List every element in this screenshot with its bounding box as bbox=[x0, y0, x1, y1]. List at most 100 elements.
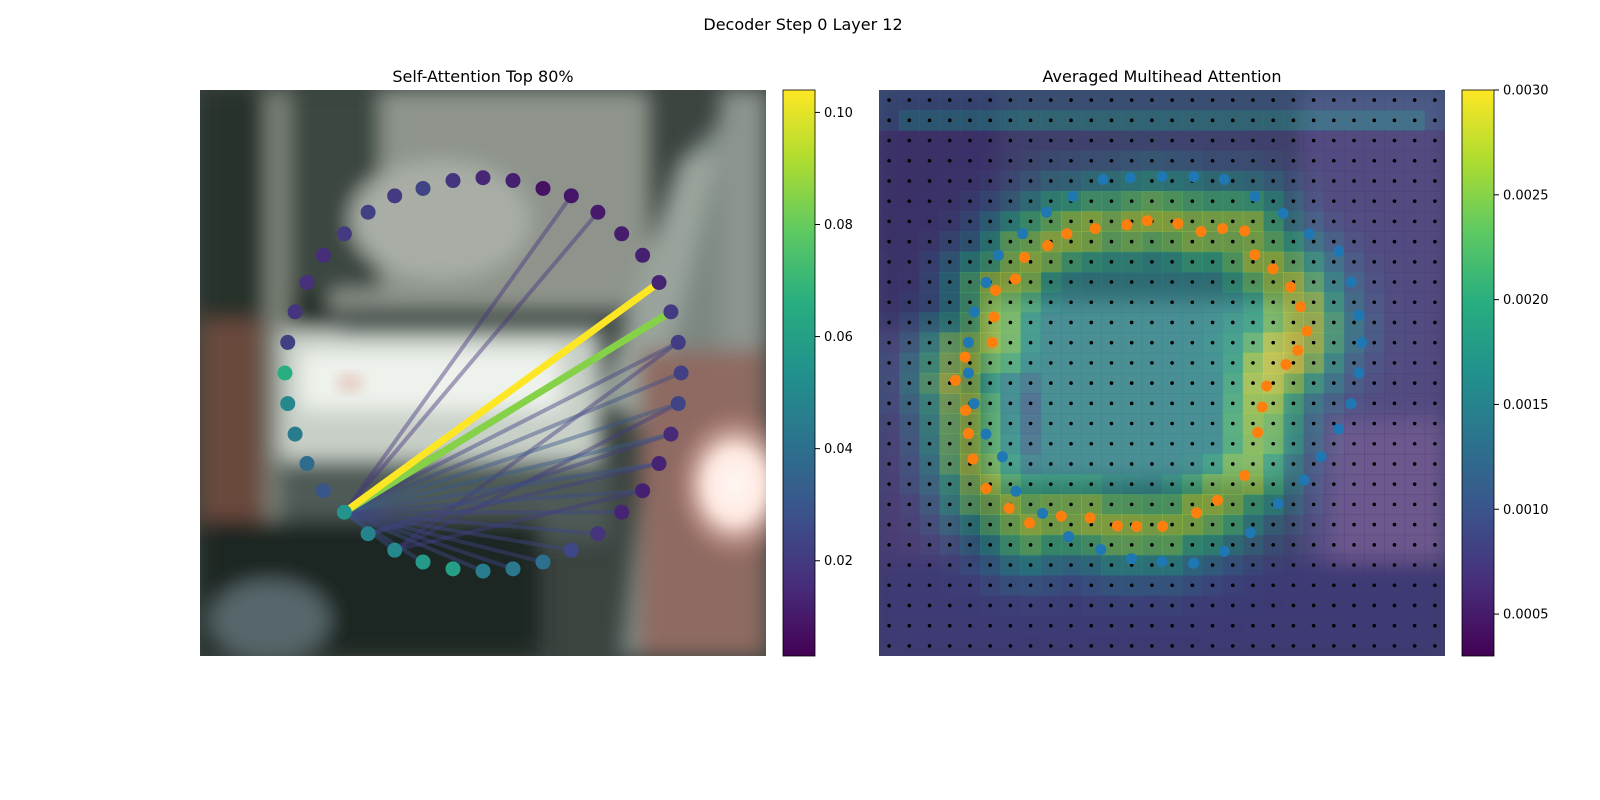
grid-dot bbox=[1332, 563, 1336, 567]
grid-dot bbox=[1332, 502, 1336, 507]
grid-dot bbox=[1008, 462, 1013, 466]
grid-dot bbox=[1089, 644, 1094, 648]
grid-dot bbox=[1069, 98, 1073, 102]
grid-dot bbox=[1332, 300, 1336, 305]
attention-node bbox=[315, 483, 331, 499]
grid-dot bbox=[1230, 98, 1235, 102]
grid-dot bbox=[1049, 522, 1053, 527]
grid-dot bbox=[1352, 300, 1356, 305]
blue-point bbox=[980, 276, 992, 288]
grid-dot bbox=[1190, 320, 1195, 325]
grid-dot bbox=[1210, 138, 1215, 143]
attention-node bbox=[287, 304, 303, 320]
grid-dot bbox=[1392, 522, 1397, 527]
grid-dot bbox=[1049, 563, 1053, 567]
blue-point bbox=[1298, 474, 1310, 486]
grid-dot bbox=[947, 603, 952, 608]
grid-dot bbox=[1210, 603, 1215, 608]
grid-dot bbox=[947, 320, 952, 325]
grid-dot bbox=[1251, 563, 1255, 567]
grid-dot bbox=[1352, 381, 1356, 385]
grid-dot bbox=[1251, 280, 1255, 284]
grid-dot bbox=[1109, 320, 1114, 325]
grid-dot bbox=[947, 482, 952, 486]
grid-dot bbox=[1392, 260, 1397, 264]
grid-dot bbox=[887, 482, 891, 486]
grid-dot bbox=[907, 320, 912, 325]
grid-dot bbox=[1291, 482, 1296, 486]
grid-dot bbox=[1109, 118, 1114, 123]
grid-dot bbox=[1049, 441, 1053, 446]
grid-dot bbox=[1109, 260, 1114, 264]
grid-dot bbox=[1251, 603, 1255, 608]
grid-dot bbox=[1028, 623, 1033, 628]
attention-edge bbox=[340, 278, 663, 516]
grid-dot bbox=[1271, 219, 1275, 224]
orange-point bbox=[1301, 325, 1313, 337]
grid-dot bbox=[1311, 401, 1316, 406]
grid-dot bbox=[988, 502, 992, 507]
blue-point bbox=[1037, 507, 1049, 519]
grid-dot bbox=[927, 644, 932, 648]
grid-dot bbox=[927, 522, 932, 527]
grid-dot bbox=[1271, 320, 1275, 325]
grid-dot bbox=[887, 543, 891, 547]
attention-edge bbox=[340, 308, 675, 516]
grid-dot bbox=[1069, 603, 1073, 608]
grid-dot bbox=[1372, 361, 1377, 365]
grid-dot bbox=[1028, 603, 1033, 608]
grid-dot bbox=[1271, 300, 1275, 305]
grid-dot bbox=[887, 300, 891, 305]
grid-dot bbox=[1129, 361, 1134, 365]
grid-dot bbox=[1089, 381, 1094, 385]
grid-dot bbox=[907, 502, 912, 507]
grid-dot bbox=[1190, 300, 1195, 305]
grid-dot bbox=[907, 644, 912, 648]
grid-dot bbox=[947, 280, 952, 284]
grid-dot bbox=[1230, 563, 1235, 567]
grid-dot bbox=[1332, 320, 1336, 325]
grid-dot bbox=[1230, 219, 1235, 224]
grid-dot bbox=[1008, 361, 1013, 365]
blue-point bbox=[1188, 557, 1200, 569]
grid-dot bbox=[947, 239, 952, 244]
grid-dot bbox=[1311, 118, 1316, 123]
blue-point bbox=[1041, 206, 1053, 218]
attention-node bbox=[475, 170, 491, 186]
orange-point bbox=[1089, 223, 1101, 235]
grid-dot bbox=[1190, 603, 1195, 608]
grid-dot bbox=[1352, 199, 1356, 203]
grid-dot bbox=[1372, 563, 1377, 567]
grid-dot bbox=[927, 158, 932, 163]
grid-dot bbox=[1230, 644, 1235, 648]
grid-dot bbox=[1392, 158, 1397, 163]
grid-dot bbox=[1392, 603, 1397, 608]
orange-point bbox=[1172, 218, 1184, 230]
grid-dot bbox=[1251, 401, 1255, 406]
attention-node bbox=[505, 561, 521, 577]
grid-dot bbox=[968, 239, 972, 244]
grid-dot bbox=[1089, 502, 1094, 507]
grid-dot bbox=[1129, 623, 1134, 628]
orange-point bbox=[1249, 249, 1261, 261]
grid-dot bbox=[1190, 199, 1195, 203]
grid-dot bbox=[887, 381, 891, 385]
grid-dot bbox=[1230, 138, 1235, 143]
grid-dot bbox=[1392, 482, 1397, 486]
grid-dot bbox=[1412, 280, 1417, 284]
grid-dot bbox=[1170, 644, 1174, 648]
grid-dot bbox=[1049, 340, 1053, 345]
orange-point bbox=[1009, 273, 1021, 285]
grid-dot bbox=[907, 199, 912, 203]
grid-dot bbox=[1332, 603, 1336, 608]
attention-edge bbox=[342, 510, 515, 571]
grid-dot bbox=[1412, 401, 1417, 406]
grid-dot bbox=[968, 502, 972, 507]
grid-dot bbox=[1311, 381, 1316, 385]
orange-point bbox=[1191, 507, 1203, 519]
grid-dot bbox=[1129, 644, 1134, 648]
blue-point bbox=[1272, 498, 1284, 510]
colorbar-tick-label: 0.0005 bbox=[1503, 608, 1549, 623]
grid-dot bbox=[1412, 98, 1417, 102]
